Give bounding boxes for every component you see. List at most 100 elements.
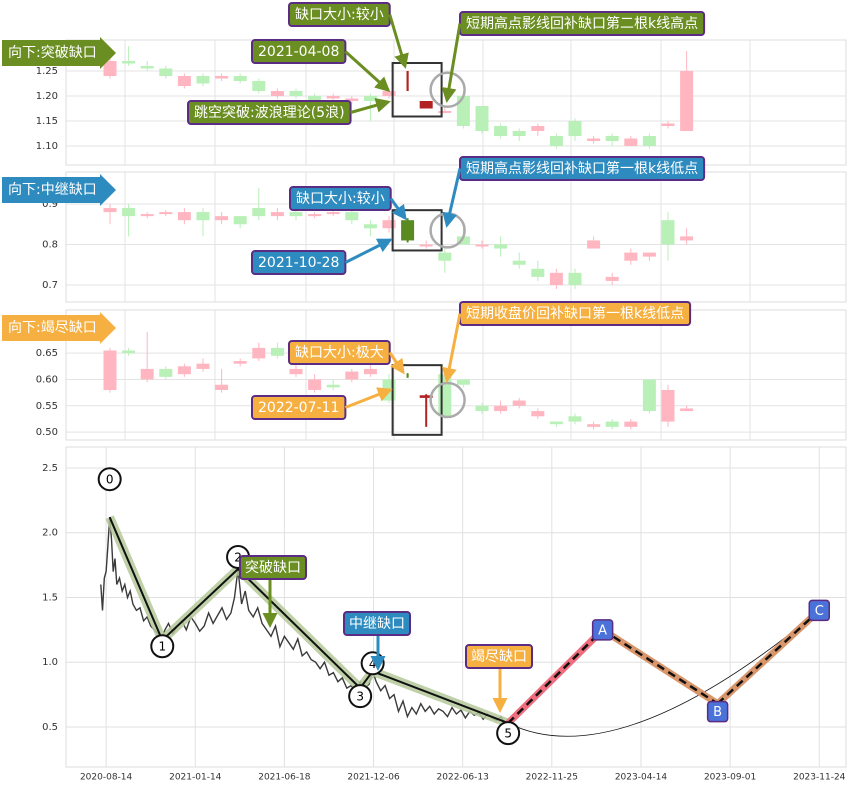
x-tick-label: 2022-11-25 [526, 773, 578, 783]
candle-body [103, 350, 117, 390]
price-line [100, 517, 511, 726]
candle-body [196, 212, 210, 221]
candle-body [326, 96, 340, 99]
wave-label: 3 [356, 690, 364, 704]
candle-body [159, 212, 173, 215]
callout-text: 2021-10-28 [258, 255, 339, 271]
candle-body [252, 81, 266, 91]
candle-body [512, 400, 526, 406]
candle-body [494, 244, 508, 249]
candle-body [587, 424, 601, 427]
candle-body [419, 395, 433, 398]
candle-body [308, 214, 322, 217]
gap-callout-box [239, 555, 307, 580]
callout: 缺口大小:极大 [288, 340, 391, 365]
candle-body [363, 224, 377, 229]
callout-text: 缺口大小:较小 [295, 7, 384, 23]
candle-body [308, 379, 322, 390]
y-tick-label: 2.5 [42, 463, 58, 474]
wave-marker [348, 684, 373, 709]
candle-body [642, 252, 656, 257]
candle-body [549, 272, 563, 285]
gap-frame [391, 62, 443, 118]
wave-label: 5 [504, 727, 512, 741]
y-tick-label: 0.55 [36, 401, 58, 412]
candle-body [270, 212, 284, 217]
y-tick-label: 0.9 [42, 199, 58, 210]
x-tick-label: 2021-06-18 [258, 773, 311, 783]
wave-label: 2 [234, 550, 242, 564]
candle-body [494, 405, 508, 412]
candle-body [363, 368, 377, 375]
wave-line [108, 516, 509, 725]
callout-text: 跳空突破:波浪理论(5浪) [194, 105, 345, 121]
gap-callout: 中继缺口 [343, 611, 411, 636]
candle-body [122, 208, 136, 217]
candle-body [605, 276, 619, 281]
gap-callout: 竭尽缺口 [465, 644, 533, 669]
candle-body [624, 421, 638, 427]
candle-body [661, 390, 675, 422]
y-tick-label: 1.5 [42, 592, 58, 603]
x-tick-label: 2023-09-01 [704, 773, 756, 783]
candle-body [531, 268, 545, 277]
callout-text: 短期高点影线回补缺口第一根k线低点 [466, 160, 698, 177]
candle-body [140, 66, 154, 69]
callout-arrow [350, 98, 391, 114]
callout: 2021-04-08 [251, 39, 347, 64]
forecast-marker [591, 619, 614, 641]
gap-frame [391, 209, 443, 252]
gap-callout-box [343, 611, 411, 636]
gap-callout-text: 突破缺口 [245, 560, 301, 576]
candle-body [661, 220, 675, 245]
y-tick-label: 1.20 [36, 91, 58, 102]
candle-body [345, 98, 359, 101]
gap-callout: 突破缺口 [239, 555, 307, 580]
candle-body [326, 384, 340, 388]
candle-body [382, 91, 396, 96]
candle-body [177, 76, 191, 86]
candle-body [215, 384, 229, 390]
wave-label: 0 [106, 473, 114, 487]
callout: 短期高点影线回补缺口第一根k线低点 [459, 156, 706, 181]
candle-body [549, 421, 563, 425]
y-tick-label: 0.65 [36, 348, 58, 359]
candle-body [438, 111, 452, 113]
candle-body [270, 347, 284, 356]
callout-arrow [388, 14, 409, 69]
candle-body [568, 121, 582, 136]
x-tick-label: 2023-11-24 [793, 773, 846, 783]
forecast-label: A [598, 623, 607, 638]
x-tick-label: 2023-04-14 [615, 773, 668, 783]
callout-arrow [344, 387, 393, 409]
gap-callout-text: 中继缺口 [349, 616, 405, 632]
candle-body [345, 371, 359, 380]
callout-arrow [344, 50, 391, 93]
y-tick-label: 0.60 [36, 374, 58, 385]
candle-body [289, 368, 303, 375]
candle-body [270, 91, 284, 96]
candle-body [363, 96, 377, 101]
candle-body [456, 236, 470, 245]
candle-body [680, 71, 694, 131]
panel-frame [65, 171, 847, 303]
x-tick-label: 2021-01-14 [169, 773, 222, 783]
callout: 跳空突破:波浪理论(5浪) [187, 100, 352, 125]
candle-body [406, 71, 409, 91]
candle-body [568, 416, 582, 422]
callout: 短期高点影线回补缺口第二根k线高点 [459, 11, 706, 36]
callout: 缺口大小:较小 [288, 2, 391, 27]
y-tick-label: 1.25 [36, 66, 58, 77]
tag-shape [2, 37, 116, 69]
candle-body [624, 252, 638, 261]
callout-text: 缺口大小:较小 [296, 191, 385, 207]
callout: 2022-07-11 [251, 395, 347, 420]
candle-body [475, 106, 489, 131]
candle-body [587, 138, 601, 141]
candle-body [512, 260, 526, 265]
candle-body [233, 361, 247, 364]
candle-body [456, 379, 470, 385]
callout-text: 2022-07-11 [258, 400, 339, 416]
candle-body [196, 363, 210, 369]
x-tick-label: 2022-06-13 [437, 773, 489, 783]
